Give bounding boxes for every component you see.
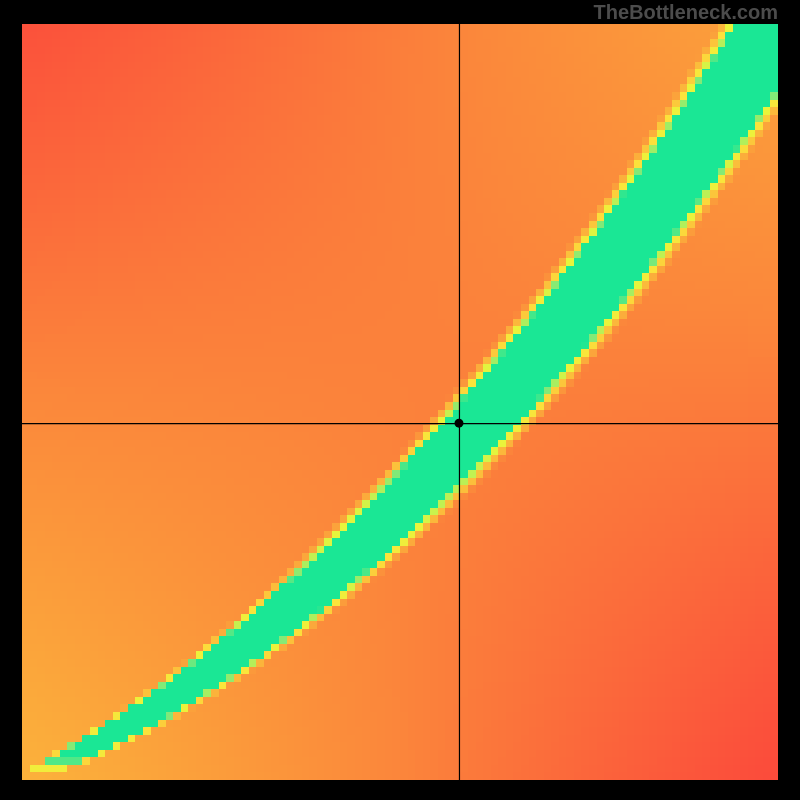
watermark-text: TheBottleneck.com: [594, 2, 778, 25]
bottleneck-heatmap: [22, 24, 778, 780]
